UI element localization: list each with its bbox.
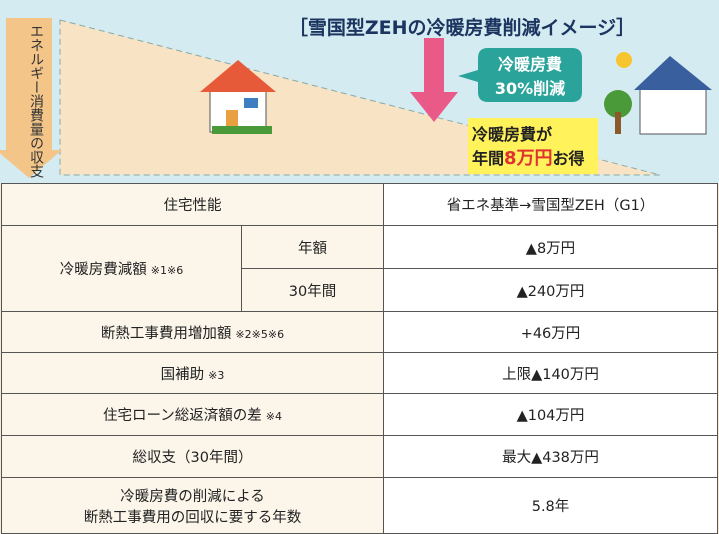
cost-table: 住宅性能 省エネ基準→雪国型ZEH（G1） 冷暖房費減額 ※1※6 年額 ▲8万円… bbox=[1, 183, 718, 534]
row-label: 断熱工事費用増加額 ※2※5※6 bbox=[1, 311, 384, 353]
table-row: 断熱工事費用増加額 ※2※5※6 +46万円 bbox=[1, 311, 718, 353]
label-text: 冷暖房費の削減による bbox=[120, 488, 265, 505]
table-row: 国補助 ※3 上限▲140万円 bbox=[1, 352, 718, 394]
row-label: 住宅ローン総返済額の差 ※4 bbox=[1, 393, 384, 436]
note: ※1※6 bbox=[150, 264, 184, 277]
savings-highlight: 8万円 bbox=[504, 148, 553, 169]
label-text: 国補助 bbox=[160, 366, 205, 383]
header-cell: 住宅性能 bbox=[1, 183, 384, 226]
savings-text: 年間8万円お得 bbox=[472, 148, 585, 169]
banner-title: ［雪国型ZEHの冷暖房費削減イメージ］ bbox=[289, 16, 635, 39]
table-row: 冷暖房費の削減による断熱工事費用の回収に要する年数 5.8年 bbox=[1, 477, 718, 534]
table-row: 冷暖房費減額 ※1※6 年額 ▲8万円 bbox=[1, 225, 718, 312]
axis-label: エネルギー消費量の収支 bbox=[28, 24, 44, 178]
row-label: 冷暖房費減額 ※1※6 bbox=[1, 225, 242, 312]
sub-label: 年額 bbox=[241, 225, 384, 269]
table-row: 総収支（30年間） 最大▲438万円 bbox=[1, 435, 718, 478]
table-row: 住宅ローン総返済額の差 ※4 ▲104万円 bbox=[1, 393, 718, 436]
savings-text: 年間 bbox=[472, 149, 504, 168]
note: ※3 bbox=[208, 368, 225, 382]
label-text: 断熱工事費用増加額 bbox=[100, 325, 232, 342]
row-label: 冷暖房費の削減による断熱工事費用の回収に要する年数 bbox=[1, 477, 384, 534]
value-cell: ▲104万円 bbox=[383, 393, 718, 436]
label-text: 冷暖房費減額 bbox=[59, 262, 147, 278]
value-cell: 最大▲438万円 bbox=[383, 435, 718, 478]
row-label: 総収支（30年間） bbox=[1, 435, 384, 478]
savings-text: お得 bbox=[553, 149, 585, 168]
label-text: 住宅ローン総返済額の差 bbox=[103, 408, 262, 424]
header-cell: 省エネ基準→雪国型ZEH（G1） bbox=[383, 183, 718, 226]
bubble-text: 30%削減 bbox=[495, 79, 565, 98]
note: ※4 bbox=[265, 410, 282, 423]
value-cell: ▲8万円 bbox=[383, 225, 718, 269]
value-cell: ▲240万円 bbox=[383, 268, 718, 312]
row-label: 国補助 ※3 bbox=[1, 352, 384, 394]
bubble-text: 冷暖房費 bbox=[498, 55, 562, 74]
label-text: 断熱工事費用の回収に要する年数 bbox=[83, 509, 302, 526]
sub-label: 30年間 bbox=[241, 268, 384, 312]
value-cell: 5.8年 bbox=[383, 477, 718, 534]
value-cell: 上限▲140万円 bbox=[383, 352, 718, 394]
banner: エネルギー消費量の収支 ［雪国型ZEHの冷暖房費削減イメージ］ 冷暖房費 30%… bbox=[0, 0, 719, 183]
table-header: 住宅性能 省エネ基準→雪国型ZEH（G1） bbox=[1, 183, 718, 226]
savings-text: 冷暖房費が bbox=[472, 125, 552, 144]
note: ※2※5※6 bbox=[235, 327, 285, 341]
table-row: 30年間 ▲240万円 bbox=[2, 268, 718, 312]
value-cell: +46万円 bbox=[383, 311, 718, 353]
